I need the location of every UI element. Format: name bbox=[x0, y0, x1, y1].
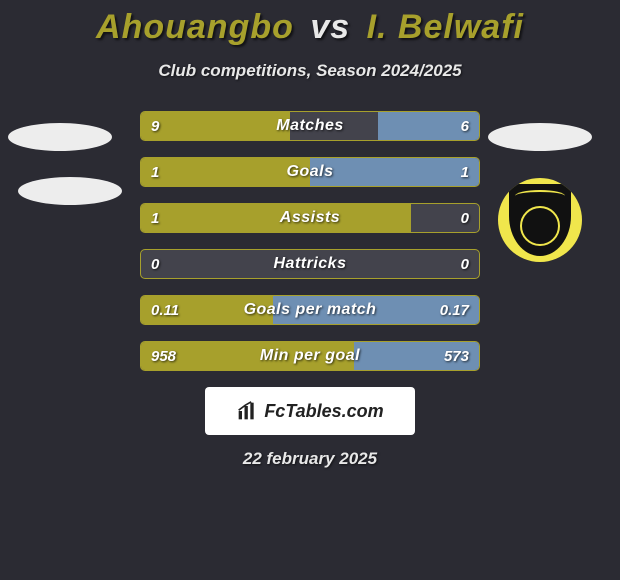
vs-label: vs bbox=[310, 8, 350, 46]
stat-bar-row: 958573Min per goal bbox=[140, 341, 480, 371]
player-placeholder-ellipse bbox=[8, 123, 112, 151]
branding-text: FcTables.com bbox=[264, 401, 383, 422]
comparison-title: Ahouangbo vs I. Belwafi bbox=[0, 0, 620, 47]
stat-label: Goals per match bbox=[141, 296, 479, 324]
stat-label: Matches bbox=[141, 112, 479, 140]
stat-bar-row: 10Assists bbox=[140, 203, 480, 233]
stat-bar-row: 0.110.17Goals per match bbox=[140, 295, 480, 325]
stat-label: Min per goal bbox=[141, 342, 479, 370]
team-crest-icon bbox=[509, 184, 571, 256]
stat-label: Goals bbox=[141, 158, 479, 186]
player-placeholder-ellipse bbox=[18, 177, 122, 205]
season-subtitle: Club competitions, Season 2024/2025 bbox=[0, 61, 620, 81]
stat-bar-row: 00Hattricks bbox=[140, 249, 480, 279]
stat-label: Assists bbox=[141, 204, 479, 232]
stat-bar-row: 96Matches bbox=[140, 111, 480, 141]
bars-chart-icon bbox=[236, 401, 258, 421]
player1-name: Ahouangbo bbox=[96, 8, 294, 46]
comparison-date: 22 february 2025 bbox=[0, 449, 620, 469]
player-placeholder-ellipse bbox=[488, 123, 592, 151]
stat-bar-row: 11Goals bbox=[140, 157, 480, 187]
stat-label: Hattricks bbox=[141, 250, 479, 278]
team-logo-badge bbox=[498, 178, 582, 262]
stats-bars-container: 96Matches 11Goals 10Assists 00Hattricks 0.11… bbox=[140, 111, 480, 371]
fctables-branding: FcTables.com bbox=[205, 387, 415, 435]
player2-name: I. Belwafi bbox=[367, 8, 524, 46]
